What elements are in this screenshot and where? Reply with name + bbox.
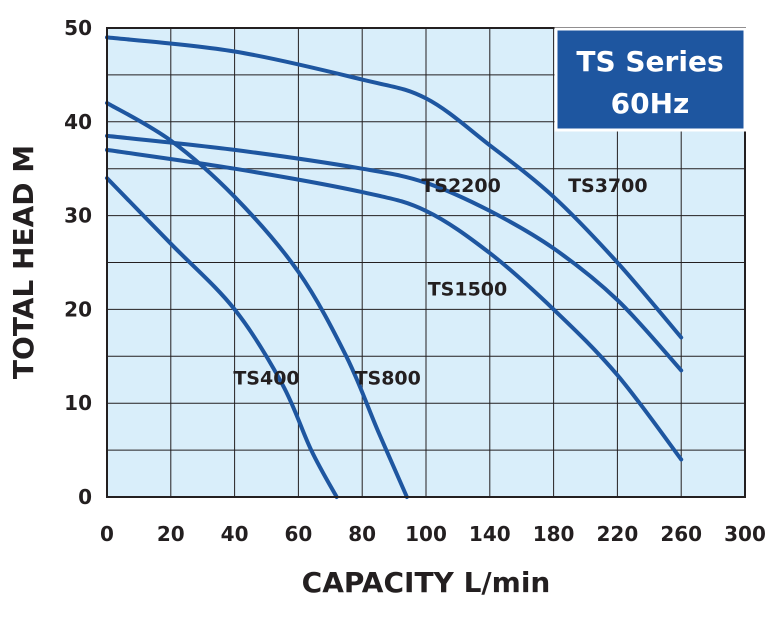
series-labels: TS400 TS800 TS1500 TS2200 TS3700 (233, 175, 647, 389)
x-tick-label: 100 (405, 522, 447, 546)
x-tick-label: 0 (100, 522, 114, 546)
y-tick-label: 0 (78, 485, 92, 509)
y-tick-labels: 0 10 20 30 40 50 (64, 16, 92, 509)
y-tick-label: 10 (64, 391, 92, 415)
x-tick-label: 60 (284, 522, 312, 546)
y-axis-title: TOTAL HEAD M (7, 145, 40, 379)
x-tick-label: 260 (660, 522, 702, 546)
curve-ts400 (105, 176, 339, 499)
chart-title: TS Series (576, 45, 723, 78)
x-tick-label: 40 (221, 522, 249, 546)
curve-ts1500 (105, 147, 684, 462)
plot-frame (106, 27, 746, 498)
x-tick-label: 80 (348, 522, 376, 546)
series-label-ts400: TS400 (233, 367, 299, 389)
x-tick-label: 140 (469, 522, 511, 546)
series-label-ts2200: TS2200 (421, 175, 501, 197)
x-axis-title: CAPACITY L/min (302, 566, 551, 599)
y-tick-label: 50 (64, 16, 92, 40)
series-label-ts1500: TS1500 (428, 278, 508, 300)
x-tick-labels: 0 20 40 60 80 100 140 180 220 260 300 (100, 522, 766, 546)
y-tick-label: 30 (64, 204, 92, 228)
x-tick-label: 20 (157, 522, 185, 546)
y-tick-label: 40 (64, 110, 92, 134)
curve-ts3700 (105, 35, 684, 340)
y-tick-label: 20 (64, 297, 92, 321)
curves (105, 35, 684, 499)
chart-subtitle: 60Hz (611, 87, 690, 120)
series-label-ts800: TS800 (355, 367, 421, 389)
title-badge: TS Series 60Hz (554, 27, 747, 132)
title-badge-box (554, 27, 747, 132)
series-label-ts3700: TS3700 (568, 175, 648, 197)
x-tick-label: 180 (533, 522, 575, 546)
x-tick-label: 300 (724, 522, 766, 546)
curve-ts2200 (105, 133, 684, 373)
x-tick-label: 220 (597, 522, 639, 546)
